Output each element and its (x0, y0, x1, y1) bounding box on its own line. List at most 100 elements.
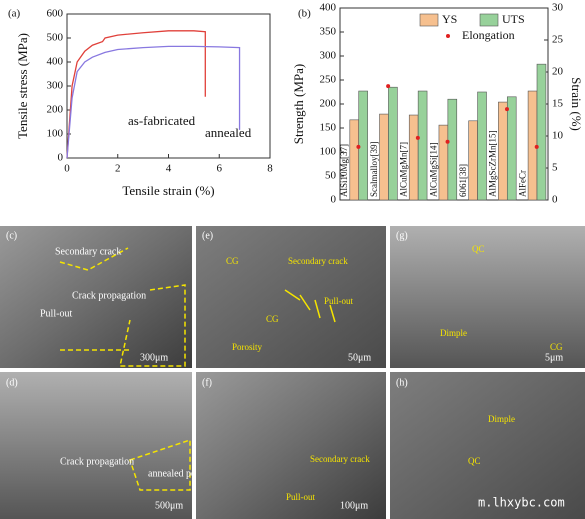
scale-bar: 5μm (545, 352, 563, 363)
y-tick-label: 300 (47, 80, 64, 92)
y-axis-label: Strength (MPa) (291, 64, 306, 145)
x-tick-label: AlCuMgSi[14] (428, 142, 438, 197)
x-tick-label: Scalmalloy[39] (369, 142, 379, 198)
scale-bar: 300μm (140, 352, 168, 363)
y-tick-label: 350 (320, 26, 337, 38)
y-tick-label: 100 (47, 128, 64, 140)
x-tick-label: 8 (267, 163, 273, 175)
y2-tick-label: 30 (552, 2, 564, 14)
curve (66, 45, 241, 159)
x-tick-label: AlFeCr (517, 170, 527, 197)
bar (506, 96, 517, 201)
legend-swatch (479, 13, 499, 27)
bar (349, 119, 360, 201)
panel-e: (e) CG Secondary crack Pull-out CG Poros… (196, 226, 386, 368)
annotation: annealed (205, 125, 252, 140)
watermark: m.lhxybc.com (478, 496, 565, 510)
note: Crack propagation (60, 456, 134, 467)
y-axis-label: Tensile stress (MPa) (15, 33, 30, 139)
legend-swatch (419, 13, 439, 27)
scale-bar: 100μm (340, 500, 368, 511)
bar (498, 101, 508, 201)
bar (477, 91, 487, 201)
annotation: as-fabricated (128, 113, 196, 128)
panel-label: (d) (6, 377, 18, 388)
y2-tick-label: 5 (552, 162, 558, 174)
y-tick-label: 400 (320, 2, 337, 14)
panel-label: (a) (8, 8, 21, 20)
scale-bar: 50μm (348, 352, 371, 363)
y2-tick-label: 20 (552, 66, 564, 78)
legend-label: Elongation (462, 28, 515, 42)
y2-tick-label: 15 (552, 98, 564, 110)
y-tick-label: 150 (320, 122, 337, 134)
bar (388, 86, 398, 201)
legend-label: YS (442, 12, 457, 26)
legend-marker (446, 34, 450, 38)
bar (408, 114, 419, 201)
y-tick-label: 0 (331, 194, 337, 206)
bar (447, 98, 458, 201)
y-tick-label: 200 (320, 98, 337, 110)
elongation-point (504, 107, 509, 112)
bar (468, 120, 478, 201)
elongation-point (356, 144, 361, 149)
elongation-point (386, 84, 391, 89)
panel-label: (f) (202, 377, 212, 388)
note: Pull-out (324, 296, 354, 306)
y2-axis-label: Strain (%) (569, 77, 584, 131)
elongation-point (415, 135, 420, 140)
x-tick-label: AlCuMgMn[7] (399, 142, 409, 197)
x-tick-label: 6061[38] (458, 164, 468, 197)
x-tick-label: 4 (166, 163, 172, 175)
note: Dimple (440, 328, 467, 338)
note: Secondary crack (310, 454, 370, 464)
bar (438, 124, 449, 201)
panel-label: (e) (202, 230, 213, 241)
note: Secondary crack (288, 256, 348, 266)
note: Dimple (488, 414, 515, 424)
panel-h: (h) Dimple QC m.lhxybc.com (390, 372, 585, 519)
elongation-point (534, 144, 539, 149)
note: QC (468, 456, 481, 466)
bar (536, 63, 547, 201)
curve (66, 30, 206, 159)
y-tick-label: 0 (58, 152, 64, 164)
panel-label: (g) (396, 230, 408, 241)
note: Secondary crack (55, 246, 121, 257)
x-axis-label: Tensile strain (%) (122, 183, 214, 198)
bar (417, 90, 428, 201)
y2-tick-label: 0 (552, 194, 558, 206)
y-tick-label: 200 (47, 104, 64, 116)
panel-label: (b) (298, 8, 311, 20)
y-tick-label: 400 (47, 56, 64, 68)
legend-label: UTS (502, 12, 525, 26)
panel-g: (g) QC Dimple CG 5μm (390, 226, 585, 368)
y2-tick-label: 10 (552, 130, 564, 142)
note: QC (472, 244, 485, 254)
note: Pull-out (40, 308, 72, 319)
panel-f: (f) Secondary crack Pull-out 100μm (196, 372, 386, 519)
note: CG (266, 314, 279, 324)
x-tick-label: 0 (64, 163, 70, 175)
scale-bar: 500μm (155, 500, 183, 511)
panel-c: (c) Secondary crack Crack propagation Pu… (0, 226, 192, 368)
y-tick-label: 50 (325, 170, 337, 182)
elongation-point (445, 139, 450, 144)
note: Crack propagation (72, 290, 146, 301)
y-tick-label: 250 (320, 74, 337, 86)
y-tick-label: 600 (47, 8, 64, 20)
x-tick-label: 6 (217, 163, 223, 175)
x-tick-label: AlSi10Mg[37] (339, 144, 349, 197)
panel-d: (d) Crack propagation annealed powder 50… (0, 372, 217, 519)
panel-label: (c) (6, 230, 17, 241)
panel-label: (h) (396, 377, 408, 388)
note: CG (550, 342, 563, 352)
bar (358, 90, 368, 201)
x-tick-label: 2 (115, 163, 121, 175)
bar (379, 113, 389, 201)
y-tick-label: 500 (47, 32, 64, 44)
note: CG (226, 256, 239, 266)
x-tick-label: AlMgScZrMn[15] (488, 131, 498, 198)
